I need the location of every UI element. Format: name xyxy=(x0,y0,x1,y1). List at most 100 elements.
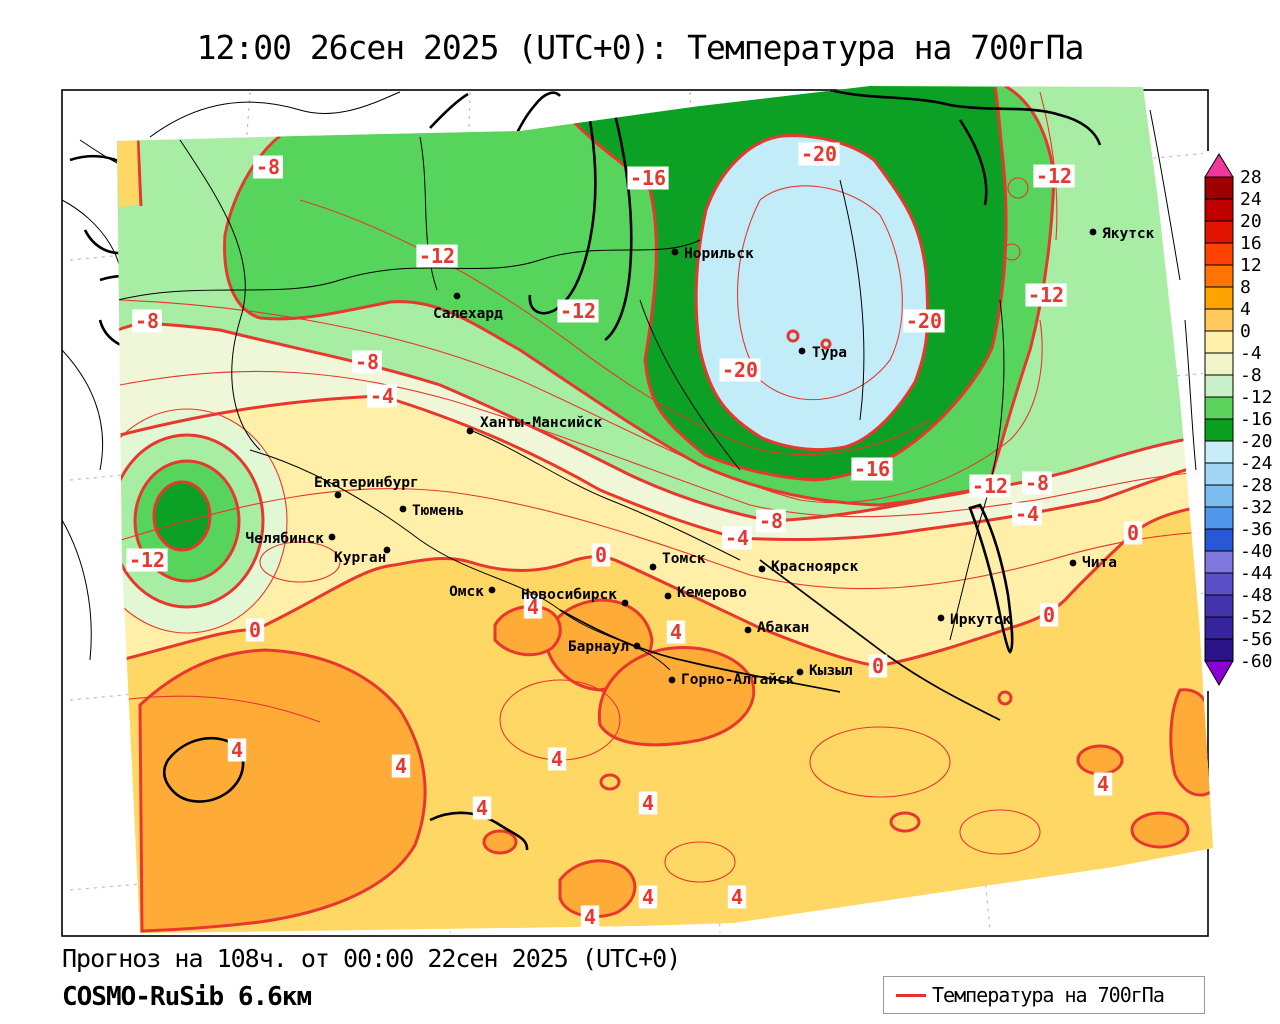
contour-label-box xyxy=(1123,521,1143,545)
contour-label: -4 xyxy=(370,384,394,408)
city-label: Тура xyxy=(812,345,847,361)
city-marker xyxy=(798,347,806,355)
contour-label: 0 xyxy=(1127,521,1139,545)
colorbar-tick: -16 xyxy=(1240,409,1273,430)
city-marker xyxy=(1069,559,1077,567)
colorbar-cell xyxy=(1204,286,1234,310)
contour-label: -4 xyxy=(1015,502,1039,526)
colorbar-tick: 8 xyxy=(1240,277,1251,298)
city-label: Иркутск xyxy=(950,612,1011,628)
colorbar: 2824201612840-4-8-12-16-20-24-28-32-36-4… xyxy=(1203,151,1279,691)
legend: Температура на 700гПа xyxy=(883,976,1205,1014)
contour-label-box xyxy=(391,754,411,778)
colorbar-cell xyxy=(1204,528,1234,552)
colorbar-tick: -8 xyxy=(1240,365,1262,386)
city-marker xyxy=(466,427,474,435)
contour-label: 4 xyxy=(551,747,563,771)
contour-label: -20 xyxy=(906,309,942,333)
contour-label-box xyxy=(1039,603,1059,627)
city-label: Горно-Алтайск xyxy=(681,672,795,688)
colorbar-cell xyxy=(1204,418,1234,442)
contour-label-box xyxy=(352,350,382,374)
colorbar-cell xyxy=(1204,616,1234,640)
city-marker xyxy=(744,626,752,634)
contour-label-box xyxy=(472,796,492,820)
contour-label-box xyxy=(253,155,283,179)
contour-label-box xyxy=(1093,772,1113,796)
colorbar-cell xyxy=(1204,594,1234,618)
city-label: Салехард xyxy=(433,306,503,322)
contour-label: 0 xyxy=(872,654,884,678)
contour-label-box xyxy=(756,509,786,533)
contour-label: -16 xyxy=(630,166,666,190)
colorbar-tick: -52 xyxy=(1240,607,1273,628)
contour-label-box xyxy=(245,618,265,642)
contour-label-box xyxy=(719,358,761,382)
colorbar-cell xyxy=(1204,374,1234,398)
city-label: Новосибирск xyxy=(521,587,617,603)
contour-label: 4 xyxy=(642,791,654,815)
contour-label: -8 xyxy=(256,155,280,179)
contour-label: 0 xyxy=(1043,603,1055,627)
colorbar-cell xyxy=(1204,330,1234,354)
contour-label: 0 xyxy=(595,543,607,567)
contour-label: -12 xyxy=(972,474,1008,498)
colorbar-cell xyxy=(1204,176,1234,200)
contour-label: -20 xyxy=(801,142,837,166)
colorbar-tick: -28 xyxy=(1240,475,1273,496)
contour-label-box xyxy=(851,457,893,481)
colorbar-tick: 12 xyxy=(1240,255,1262,276)
contour-label: -8 xyxy=(759,509,783,533)
contour-label-box xyxy=(591,543,611,567)
colorbar-tick: -12 xyxy=(1240,387,1273,408)
colorbar-tick: -24 xyxy=(1240,453,1273,474)
colorbar-tick: -40 xyxy=(1240,541,1273,562)
city-marker xyxy=(334,491,342,499)
contour-label-box xyxy=(1022,471,1052,495)
temperature-field xyxy=(117,86,1213,933)
city-marker xyxy=(664,592,672,600)
contour-label: -12 xyxy=(560,299,596,323)
city-label: Красноярск xyxy=(771,559,859,575)
city-marker xyxy=(1089,228,1097,236)
city-marker xyxy=(758,565,766,573)
contour-label-box xyxy=(126,548,168,572)
contour-label-box xyxy=(638,791,658,815)
city-marker xyxy=(937,614,945,622)
page-title: 12:00 26сен 2025 (UTC+0): Температура на… xyxy=(196,28,1085,67)
contour-label-box xyxy=(1012,502,1042,526)
city-marker xyxy=(671,248,679,256)
colorbar-cell xyxy=(1204,396,1234,420)
colorbar-tick: -44 xyxy=(1240,563,1273,584)
colorbar-cell xyxy=(1204,242,1234,266)
contour-label-box xyxy=(132,309,162,333)
contour-label: -20 xyxy=(722,358,758,382)
contour-label-box xyxy=(547,747,567,771)
colorbar-cell xyxy=(1204,352,1234,376)
contour-label-box xyxy=(666,620,686,644)
legend-line-sample xyxy=(896,993,926,997)
contour-label: -16 xyxy=(854,457,890,481)
contour-label-box xyxy=(638,885,658,909)
contour-label: 4 xyxy=(231,738,243,762)
contour-label-box xyxy=(798,142,840,166)
colorbar-cell xyxy=(1204,308,1234,332)
contour-label-box xyxy=(523,595,543,619)
colorbar-cell xyxy=(1204,264,1234,288)
colorbar-under-min xyxy=(1204,660,1234,686)
colorbar-cell xyxy=(1204,440,1234,464)
colorbar-cell xyxy=(1204,462,1234,486)
city-label: Якутск xyxy=(1102,226,1155,242)
contour-label: -12 xyxy=(1028,283,1064,307)
colorbar-cell xyxy=(1204,484,1234,508)
colorbar-tick: -20 xyxy=(1240,431,1273,452)
colorbar-cell xyxy=(1204,198,1234,222)
colorbar-tick: 16 xyxy=(1240,233,1262,254)
contour-label: 4 xyxy=(527,595,539,619)
contour-label: -12 xyxy=(1036,164,1072,188)
colorbar-tick: 0 xyxy=(1240,321,1251,342)
contour-label-box xyxy=(1033,164,1075,188)
city-marker xyxy=(399,505,407,513)
colorbar-cell xyxy=(1204,550,1234,574)
colorbar-cell xyxy=(1204,638,1234,662)
